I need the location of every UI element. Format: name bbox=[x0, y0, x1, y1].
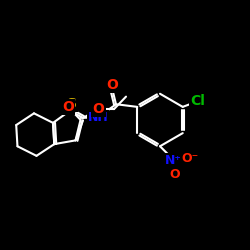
Text: O: O bbox=[106, 78, 118, 92]
Text: O⁻: O⁻ bbox=[182, 152, 198, 165]
Text: O: O bbox=[92, 102, 104, 116]
Text: N⁺: N⁺ bbox=[165, 154, 182, 166]
Text: O: O bbox=[170, 168, 180, 181]
Text: Cl: Cl bbox=[190, 94, 205, 108]
Text: S: S bbox=[67, 98, 77, 112]
Text: NH: NH bbox=[88, 111, 108, 124]
Text: O: O bbox=[62, 100, 74, 114]
